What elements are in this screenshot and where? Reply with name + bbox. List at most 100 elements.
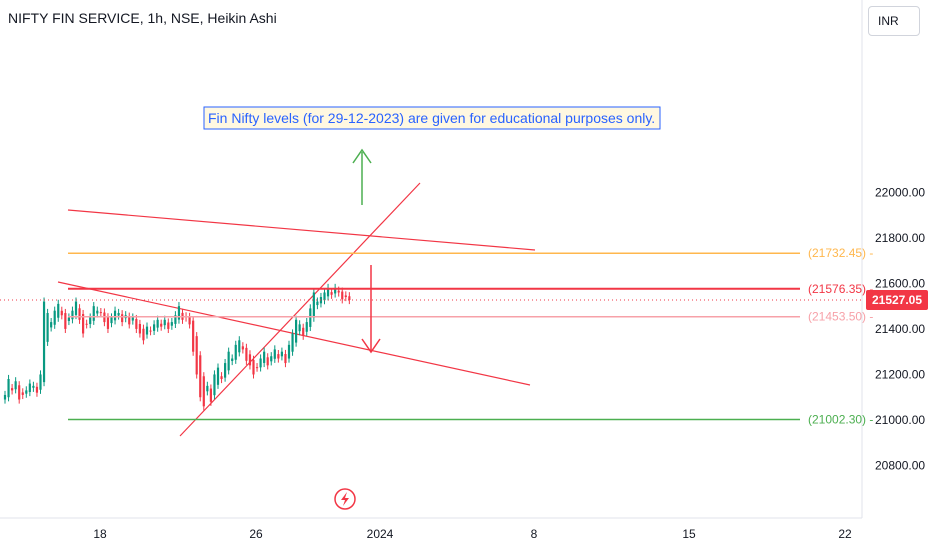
candle-body [46,312,49,342]
candle-body [117,312,120,316]
candle-body [341,291,344,300]
candle-body [106,317,110,329]
candle-body [142,328,145,341]
trend-line [57,281,531,386]
candle-body [270,356,273,362]
candle-body [128,316,131,325]
candle-body [202,376,205,407]
candle-body [82,314,85,334]
candle-body [348,296,351,301]
candle-body [305,322,308,332]
candle-body [334,287,337,294]
candle-body [241,346,244,350]
candle-body [284,354,287,364]
candle-body [42,301,46,383]
candle-body [266,357,269,366]
candle-body [60,310,63,316]
candle-body [326,287,330,297]
candle-body [153,324,156,331]
candle-body [64,313,67,329]
lightning-icon-bolt [341,492,349,506]
candle-body [287,344,291,359]
candle-body [298,324,301,332]
level-label: (21002.30) - [808,412,873,426]
candle-body [78,308,81,320]
candle-body [135,319,138,329]
candle-body [263,351,266,363]
candle-body [11,388,14,391]
candle-body [67,317,70,321]
up-arrow-head [352,148,372,164]
candle-body [273,349,276,359]
candle-body [323,292,326,301]
candle-body [156,319,159,328]
candle-body [57,303,60,318]
candle-body [291,333,294,352]
candle-body [344,295,347,298]
candle-body [145,326,149,335]
candle-body [121,314,124,323]
up-arrow [352,148,372,205]
candle-body [174,315,177,324]
y-tick-label: 21600.00 [875,276,925,290]
x-tick-label: 18 [93,527,107,541]
candle-body [7,379,10,398]
candle-body [35,386,39,393]
candle-body [206,385,209,392]
candle-body [14,381,17,390]
candle-body [248,354,252,366]
candle-body [113,310,117,321]
candle-body [213,374,216,396]
candle-body [89,317,92,325]
candle-body [209,388,212,402]
candle-body [238,340,241,353]
candle-body [195,336,198,375]
candle-body [149,330,152,332]
y-tick-label: 21200.00 [875,367,925,381]
candle-body [160,323,163,327]
candle-body [39,374,42,390]
candle-body [227,351,230,371]
level-label: (21453.50) - [808,310,873,324]
candle-body [280,351,283,357]
candle-body [309,308,312,327]
candle-body [32,385,35,388]
currency-selector[interactable]: INR [868,6,920,36]
candle-body [192,320,195,352]
last-price-tag [866,289,928,310]
candle-body [131,317,134,321]
candle-body [234,344,237,360]
annotation-box [203,106,661,130]
x-tick-label: 2024 [367,527,394,541]
x-tick-label: 15 [682,527,696,541]
candle-body [199,355,202,398]
trend-line [67,209,536,251]
candle-body [245,347,248,361]
candle-body [50,322,53,328]
candle-body [216,367,220,385]
candle-body [110,317,113,324]
candle-body [3,394,7,400]
candle-body [25,390,28,394]
y-tick-label: 22000.00 [875,185,925,199]
chart-title: NIFTY FIN SERVICE, 1h, NSE, Heikin Ashi [8,10,277,26]
candle-body [252,359,255,375]
level-label: (21732.45) - [808,246,873,260]
candle-body [224,363,227,378]
candle-body [177,306,181,320]
y-tick-label: 21400.00 [875,322,925,336]
candle-body [337,290,340,293]
y-tick-label: 21800.00 [875,231,925,245]
y-tick-label: 20800.00 [875,459,925,473]
candle-body [259,358,262,368]
x-tick-label: 26 [249,527,263,541]
lightning-icon[interactable] [334,488,356,510]
candle-body [302,327,305,336]
candle-body [163,319,166,326]
candle-body [74,301,78,315]
candle-body [188,316,191,325]
candle-body [96,310,99,314]
candle-body [312,292,315,318]
y-tick-label: 21000.00 [875,413,925,427]
